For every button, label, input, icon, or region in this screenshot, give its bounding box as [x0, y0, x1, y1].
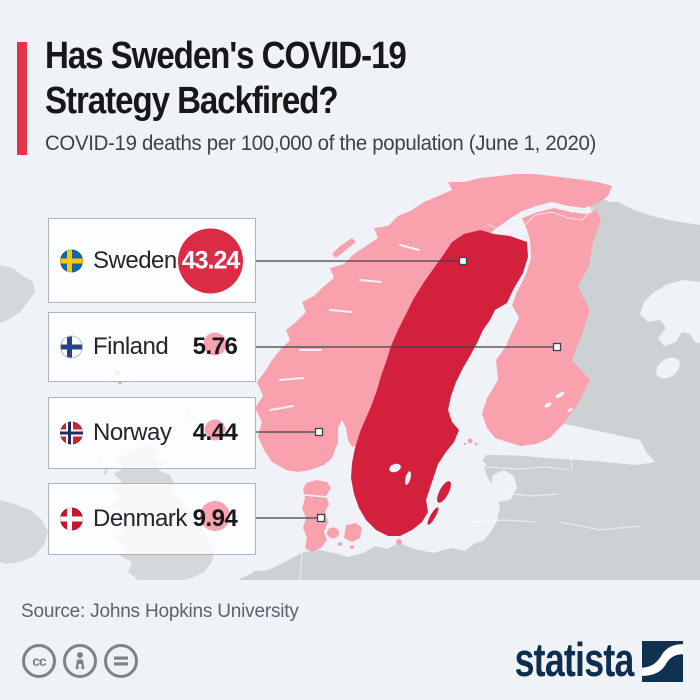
equal-icon — [104, 644, 138, 678]
norway-value-group: 4.44 — [185, 398, 245, 468]
map-sweden — [351, 230, 528, 536]
equal-glyph — [114, 656, 128, 666]
country-value: 43.24 — [181, 246, 241, 274]
denmark-value-group: 9.94 — [185, 484, 245, 554]
map-zealand — [344, 523, 362, 542]
norway-value-bubble — [204, 419, 226, 441]
country-value: 9.94 — [192, 505, 238, 532]
country-value: 4.44 — [192, 419, 238, 446]
swedish-lakes — [389, 463, 412, 485]
finland-map-marker — [552, 342, 562, 352]
country-card-sweden: Sweden 43.24 — [48, 218, 256, 303]
sweden-value-bubble: 43.24 — [178, 228, 243, 293]
title-line-2: Strategy Backfired? — [45, 80, 339, 122]
map-lofoten-islands — [332, 238, 356, 258]
country-card-denmark: Denmark 9.94 — [48, 483, 256, 555]
norway-fjords — [269, 244, 420, 411]
estonian-archipelago-sea — [470, 461, 486, 469]
page-subtitle: COVID-19 deaths per 100,000 of the popul… — [45, 132, 597, 155]
map-ireland — [0, 500, 48, 564]
map-bornholm — [396, 539, 402, 545]
lake-onega — [687, 316, 700, 344]
map-finland — [482, 208, 601, 446]
statista-wordmark: statista — [515, 633, 635, 686]
title-line-1: Has Sweden's COVID-19 — [45, 35, 407, 77]
map-funen — [327, 527, 339, 539]
map-norway — [255, 174, 612, 472]
attribution-icon — [63, 644, 97, 678]
map-frisian-islets — [253, 570, 288, 576]
country-card-finland: Finland 5.76 — [48, 312, 256, 382]
white-sea — [640, 280, 700, 346]
source-text: Source: Johns Hopkins University — [21, 601, 299, 622]
map-falster — [350, 545, 354, 549]
norway-flag-icon — [60, 421, 83, 445]
scandinavia-map — [0, 174, 700, 580]
map-denmark — [302, 480, 331, 552]
limfjord — [303, 494, 329, 498]
cc-icon: cc — [22, 644, 56, 678]
denmark-map-marker — [316, 513, 326, 523]
country-value: 5.76 — [192, 333, 238, 360]
finnish-lakes — [544, 391, 573, 412]
map-iceland — [0, 265, 35, 323]
map-lolland — [338, 542, 342, 546]
map-markers — [314, 256, 562, 523]
country-label: Sweden — [93, 246, 177, 274]
map-russia-and-baltics — [238, 188, 700, 580]
lake-ladoga — [656, 357, 680, 379]
country-label: Finland — [93, 333, 169, 360]
sweden-flag-icon — [60, 249, 83, 272]
title-accent-bar — [17, 42, 27, 155]
country-label: Norway — [93, 419, 172, 446]
country-card-norway: Norway 4.44 — [48, 397, 256, 469]
denmark-value-bubble — [200, 501, 230, 531]
finland-value-group: 5.76 — [185, 313, 245, 381]
connector-lines — [256, 260, 557, 519]
page-title: Has Sweden's COVID-19 Strategy Backfired… — [45, 34, 407, 124]
map-aland-islands — [463, 438, 478, 446]
gulf-of-finland — [492, 446, 655, 465]
attribution-person-glyph — [75, 652, 85, 669]
map-gotland — [437, 481, 451, 503]
sweden-map-marker — [458, 256, 468, 266]
cc-icon-label: cc — [32, 652, 47, 669]
map-oland — [427, 507, 439, 525]
finland-flag-icon — [60, 335, 83, 359]
denmark-flag-icon — [60, 507, 83, 531]
country-borders — [299, 208, 641, 580]
finland-value-bubble — [203, 332, 227, 356]
statista-logo-icon — [642, 641, 683, 682]
country-label: Denmark — [93, 505, 187, 532]
norway-map-marker — [314, 427, 324, 437]
